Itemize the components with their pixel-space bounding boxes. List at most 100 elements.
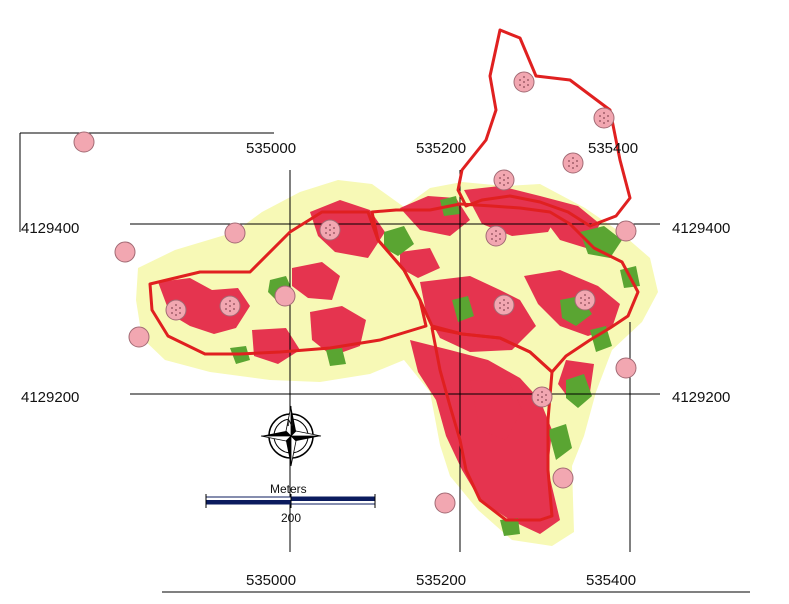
sample-point-dot xyxy=(588,302,590,304)
x-label-bottom-3: 535400 xyxy=(586,572,636,589)
sample-point-dot xyxy=(503,299,505,301)
sample-point-dot xyxy=(179,307,181,309)
boundary-south xyxy=(430,326,554,522)
sample-point-dot xyxy=(527,79,529,81)
sample-point-dot xyxy=(523,76,525,78)
sample-point-dots xyxy=(171,76,609,403)
sample-point-dot xyxy=(599,115,601,117)
sample-point-dot xyxy=(572,157,574,159)
sample-point-dot xyxy=(607,120,609,122)
compass-rose-icon: N xyxy=(260,405,322,467)
sample-point-dot xyxy=(333,227,335,229)
y-label-left-2: 4129200 xyxy=(21,389,79,406)
sample-point-dot xyxy=(171,312,173,314)
sample-point-dot xyxy=(537,399,539,401)
sample-point-dot xyxy=(329,229,331,231)
sample-point-dot xyxy=(576,165,578,167)
sample-point-dot xyxy=(499,238,501,240)
sample-point-dot xyxy=(572,162,574,164)
sample-point-dot xyxy=(607,115,609,117)
scale-unit-label: Meters xyxy=(270,482,307,496)
sample-point xyxy=(434,492,456,514)
north-letter: N xyxy=(287,418,294,428)
sample-point-dot xyxy=(603,112,605,114)
scale-bar: Meters 200 xyxy=(205,482,376,525)
sample-point xyxy=(114,241,136,263)
sample-point-dot xyxy=(499,177,501,179)
sample-point-dot xyxy=(537,394,539,396)
sample-point-dot xyxy=(599,120,601,122)
sample-point-dot xyxy=(325,232,327,234)
sample-point-dot xyxy=(175,304,177,306)
sample-point-dot xyxy=(580,297,582,299)
sample-point-dot xyxy=(329,224,331,226)
sample-point-dot xyxy=(495,240,497,242)
sample-point-dot xyxy=(545,399,547,401)
sample-point-dot xyxy=(572,167,574,169)
boundary-west xyxy=(148,210,428,356)
sample-point-dot xyxy=(541,396,543,398)
y-label-right-2: 4129200 xyxy=(672,389,730,406)
sample-point-dot xyxy=(495,230,497,232)
sample-point-dot xyxy=(503,304,505,306)
map-grid xyxy=(19,132,750,593)
scale-value-label: 200 xyxy=(281,511,301,525)
sample-point-dot xyxy=(603,117,605,119)
sample-point-dot xyxy=(491,233,493,235)
sample-point-dot xyxy=(507,307,509,309)
sample-point-dot xyxy=(491,238,493,240)
sample-point-dot xyxy=(325,227,327,229)
sample-point-dot xyxy=(507,177,509,179)
sample-point-dot xyxy=(179,312,181,314)
sample-point-dot xyxy=(225,308,227,310)
sample-point-dot xyxy=(584,294,586,296)
sample-point-dot xyxy=(541,401,543,403)
sample-point-dot xyxy=(545,394,547,396)
sample-point-dot xyxy=(507,182,509,184)
study-area-boundaries xyxy=(148,28,640,522)
sample-point-dot xyxy=(225,303,227,305)
sample-point-dot xyxy=(171,307,173,309)
sample-point-dot xyxy=(568,165,570,167)
sample-point-dot xyxy=(229,310,231,312)
sample-point-dot xyxy=(503,174,505,176)
sample-point-dot xyxy=(499,302,501,304)
sample-point-dot xyxy=(519,84,521,86)
sample-point-dot xyxy=(568,160,570,162)
sample-point-dot xyxy=(233,308,235,310)
sample-point-dot xyxy=(588,297,590,299)
sample-point-dot xyxy=(580,302,582,304)
sample-point xyxy=(552,467,574,489)
sample-point-dot xyxy=(584,304,586,306)
x-label-top-3: 535400 xyxy=(588,140,638,157)
sample-point-dot xyxy=(175,314,177,316)
sample-point-dot xyxy=(503,179,505,181)
sample-point-dot xyxy=(503,309,505,311)
sample-point-dot xyxy=(175,309,177,311)
x-label-top-1: 535000 xyxy=(246,140,296,157)
sample-point-dot xyxy=(603,122,605,124)
x-label-top-2: 535200 xyxy=(416,140,466,157)
sample-point-dot xyxy=(229,300,231,302)
boundary-north xyxy=(456,28,632,228)
sample-point-dot xyxy=(329,234,331,236)
sample-point-dot xyxy=(499,233,501,235)
sample-points xyxy=(73,131,637,514)
sample-point xyxy=(224,222,246,244)
sample-point-dot xyxy=(495,235,497,237)
sample-point-dot xyxy=(523,86,525,88)
sample-point xyxy=(274,285,296,307)
y-label-right-1: 4129400 xyxy=(672,220,730,237)
sample-point-dot xyxy=(233,303,235,305)
sample-point-dot xyxy=(499,307,501,309)
x-label-bottom-1: 535000 xyxy=(246,572,296,589)
x-label-bottom-2: 535200 xyxy=(416,572,466,589)
sample-point-dot xyxy=(519,79,521,81)
sample-point-dot xyxy=(527,84,529,86)
sample-point-dot xyxy=(584,299,586,301)
y-label-left-1: 4129400 xyxy=(21,220,79,237)
sample-point-dot xyxy=(541,391,543,393)
sample-point xyxy=(615,357,637,379)
sample-point xyxy=(615,220,637,242)
